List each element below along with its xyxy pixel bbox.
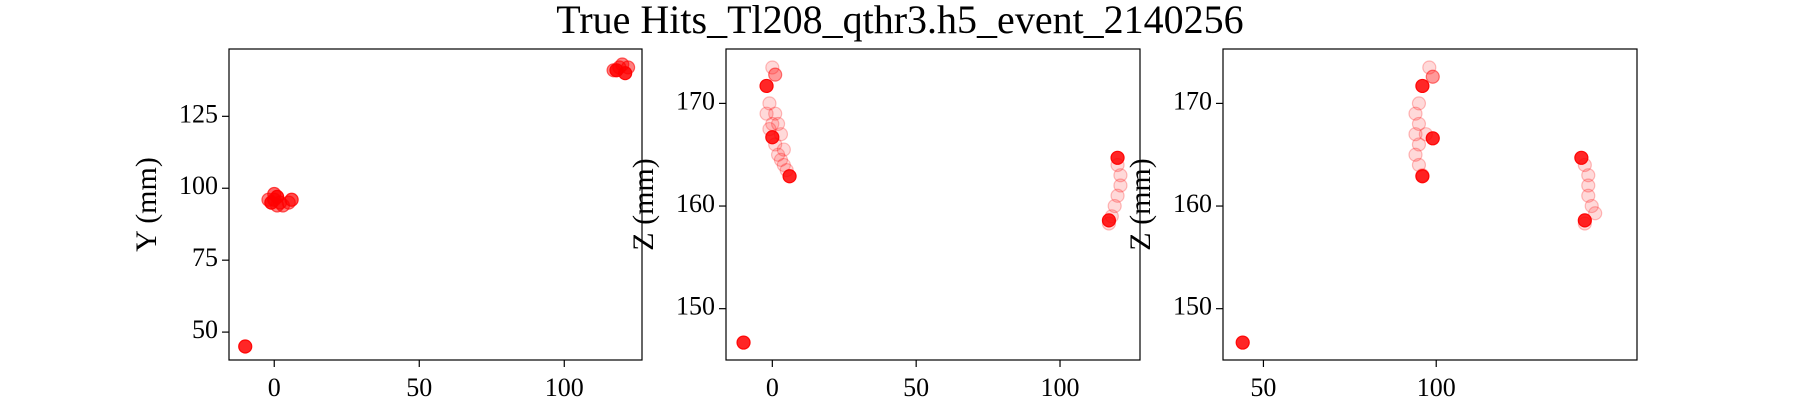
point (1422, 60, 1437, 75)
point (768, 67, 783, 82)
point (1408, 127, 1423, 142)
point (768, 137, 783, 152)
y-tick-label: 170 (676, 86, 715, 115)
point (1581, 178, 1596, 193)
y-axis-label: Z (mm) (1124, 158, 1157, 250)
x-tick-label: 50 (903, 373, 929, 400)
point (770, 147, 786, 162)
point (284, 192, 299, 207)
y-tick-label: 100 (179, 171, 218, 200)
plot-frame (725, 48, 1141, 361)
point (1425, 131, 1440, 146)
y-tick-label: 160 (676, 189, 715, 218)
y-axis-label: Z (mm) (627, 158, 660, 250)
point (1113, 178, 1128, 193)
point (620, 60, 636, 75)
point (1110, 150, 1125, 165)
point (1411, 116, 1427, 132)
x-tick-label: 50 (406, 373, 432, 400)
point (1577, 216, 1592, 231)
point (270, 198, 285, 213)
point (1113, 168, 1128, 183)
y-tick-label: 50 (192, 315, 218, 344)
point (1574, 150, 1589, 165)
point (1588, 206, 1603, 221)
y-tick-label: 170 (1173, 86, 1212, 115)
point (1411, 96, 1427, 111)
point (759, 106, 774, 121)
point (238, 339, 253, 354)
point (1425, 69, 1440, 84)
point (762, 96, 777, 111)
point (1101, 213, 1117, 228)
point (1581, 168, 1596, 183)
point (1411, 137, 1427, 152)
point (765, 130, 780, 145)
y-tick-label: 125 (179, 99, 218, 128)
point (1577, 213, 1592, 228)
x-tick-label: 100 (545, 373, 584, 400)
point (768, 106, 783, 121)
point (1408, 106, 1423, 121)
point (736, 335, 751, 350)
point (1408, 147, 1423, 162)
x-tick-label: 100 (1041, 373, 1080, 400)
x-tick-label: 100 (1417, 373, 1456, 400)
point (1415, 78, 1430, 94)
y-tick-label: 75 (192, 243, 218, 272)
point (1415, 169, 1430, 184)
point (1110, 157, 1125, 173)
figure-title: True Hits_Tl208_qthr3.h5_event_2140256 (556, 0, 1243, 42)
y-tick-label: 150 (676, 292, 715, 321)
y-tick-label: 160 (1173, 189, 1212, 218)
point (1101, 216, 1117, 231)
y-axis-label: Y (mm) (130, 157, 163, 252)
point (1110, 188, 1125, 203)
point (606, 63, 621, 78)
point (782, 169, 797, 184)
point (1577, 157, 1592, 173)
point (776, 157, 791, 173)
point (773, 127, 789, 142)
point (1584, 198, 1599, 214)
plot-frame (228, 48, 643, 361)
x-tick-label: 0 (766, 373, 779, 400)
point (773, 152, 789, 167)
y-tick-label: 150 (1173, 292, 1212, 321)
point (759, 78, 774, 94)
point (765, 60, 780, 75)
point (776, 142, 791, 157)
plot-frame (1222, 48, 1638, 361)
point (770, 116, 786, 132)
point (1581, 188, 1596, 203)
point (1235, 335, 1250, 350)
point (1107, 198, 1122, 214)
x-tick-label: 50 (1250, 373, 1276, 400)
x-tick-label: 0 (268, 373, 281, 400)
point (1418, 127, 1433, 142)
